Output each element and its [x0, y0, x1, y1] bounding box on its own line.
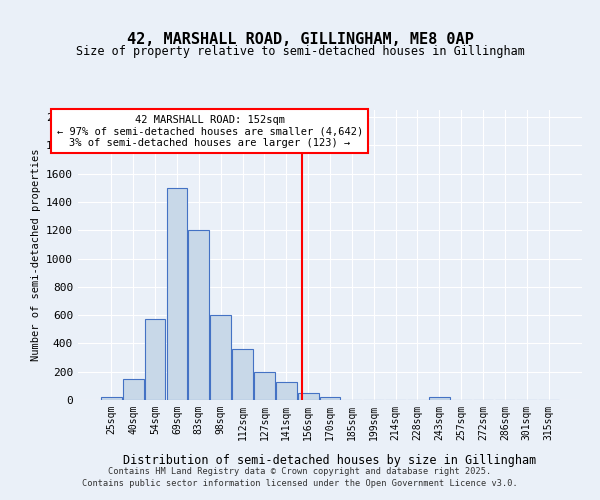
Bar [101, 397, 122, 400]
Text: 42 MARSHALL ROAD: 152sqm
← 97% of semi-detached houses are smaller (4,642)
3% of: 42 MARSHALL ROAD: 152sqm ← 97% of semi-d… [56, 114, 363, 148]
Bar [276, 382, 296, 400]
Text: Size of property relative to semi-detached houses in Gillingham: Size of property relative to semi-detach… [76, 45, 524, 58]
Bar [254, 372, 275, 400]
Bar [188, 230, 209, 400]
Bar [145, 320, 166, 400]
Bar [210, 315, 231, 400]
Bar [232, 349, 253, 400]
X-axis label: Distribution of semi-detached houses by size in Gillingham: Distribution of semi-detached houses by … [124, 454, 536, 467]
Text: Contains HM Land Registry data © Crown copyright and database right 2025.: Contains HM Land Registry data © Crown c… [109, 467, 491, 476]
Bar [123, 379, 143, 400]
Bar [320, 397, 340, 400]
Bar [167, 188, 187, 400]
Text: 42, MARSHALL ROAD, GILLINGHAM, ME8 0AP: 42, MARSHALL ROAD, GILLINGHAM, ME8 0AP [127, 32, 473, 48]
Bar [298, 393, 319, 400]
Text: Contains public sector information licensed under the Open Government Licence v3: Contains public sector information licen… [82, 478, 518, 488]
Bar [429, 397, 450, 400]
Y-axis label: Number of semi-detached properties: Number of semi-detached properties [31, 149, 41, 361]
